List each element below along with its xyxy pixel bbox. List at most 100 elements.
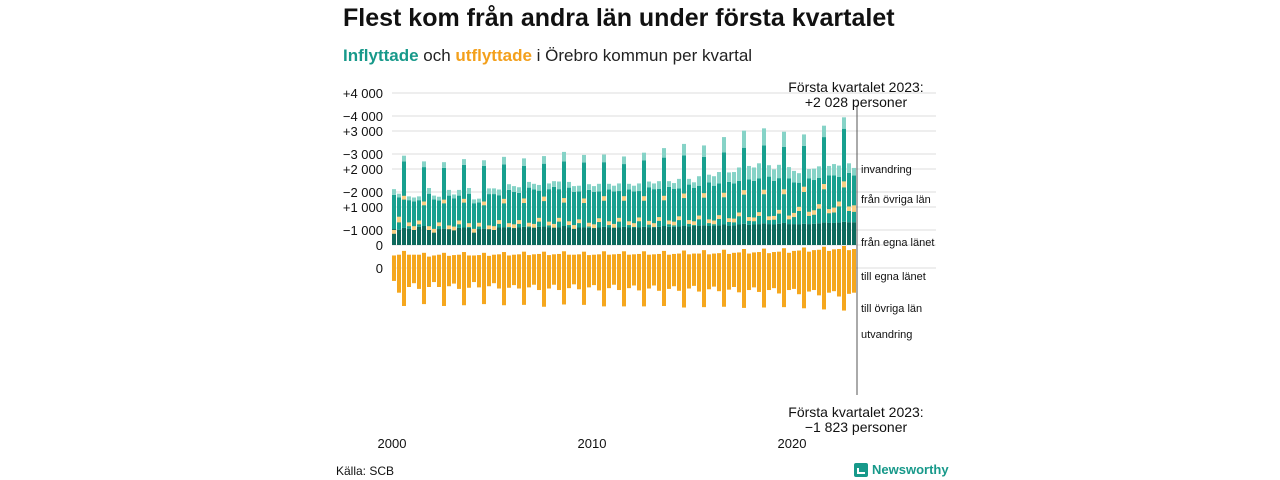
bar-out-other-counties [667, 254, 671, 289]
bar-out-other-counties [607, 254, 611, 289]
bar-in-own-county [782, 222, 786, 245]
bar-in-own-county [507, 227, 511, 245]
bar-in-own-county [827, 222, 831, 245]
bar-emigration [392, 230, 396, 234]
bar-immigration [627, 183, 631, 190]
bar-immigration [497, 189, 501, 196]
bar-out-other-counties [512, 254, 516, 286]
bar-emigration [592, 224, 596, 229]
bar-in-other-counties [767, 176, 771, 225]
bar-in-other-counties [582, 162, 586, 228]
bar-in-other-counties [732, 183, 736, 226]
bar-immigration [527, 181, 531, 188]
bar-out-other-counties [692, 253, 696, 286]
bar-in-own-county [632, 227, 636, 245]
bar-in-own-county [592, 227, 596, 245]
brand-logo: Newsworthy [854, 462, 949, 477]
bar-immigration [797, 173, 801, 183]
bar-out-other-counties [492, 254, 496, 284]
bar-in-own-county [757, 224, 761, 245]
bar-immigration [642, 152, 646, 161]
bar-in-own-county [412, 227, 416, 245]
bar-emigration [402, 195, 406, 200]
bar-in-own-county [492, 228, 496, 245]
series-label-top: invandring [861, 164, 912, 176]
bar-out-other-counties [402, 250, 406, 306]
bar-out-other-counties [652, 254, 656, 286]
bar-in-other-counties [512, 191, 516, 228]
bar-out-other-counties [822, 246, 826, 310]
bar-immigration [587, 184, 591, 190]
bar-in-own-county [792, 224, 796, 245]
annotation-top-line2: +2 028 personer [805, 94, 908, 110]
bar-in-other-counties [837, 176, 841, 223]
bar-out-other-counties [547, 255, 551, 289]
bar-out-other-counties [637, 253, 641, 291]
series-label-top: från övriga län [861, 194, 931, 206]
bar-emigration [807, 211, 811, 216]
bar-emigration [537, 217, 541, 222]
bar-in-own-county [407, 228, 411, 245]
bar-in-own-county [582, 227, 586, 245]
bar-in-own-county [767, 224, 771, 245]
bar-in-other-counties [412, 201, 416, 228]
bar-out-other-counties [602, 251, 606, 307]
bar-out-other-counties [632, 254, 636, 286]
bar-out-other-counties [407, 254, 411, 287]
bar-out-other-counties [717, 253, 721, 292]
bar-immigration [542, 156, 546, 164]
bar-in-own-county [602, 226, 606, 245]
bar-in-own-county [817, 223, 821, 245]
bar-in-other-counties [842, 128, 846, 222]
bar-in-own-county [752, 224, 756, 245]
bar-immigration [447, 189, 451, 196]
bar-in-other-counties [612, 191, 616, 228]
bar-out-other-counties [587, 255, 591, 288]
bar-out-other-counties [647, 254, 651, 289]
bar-in-own-county [687, 226, 691, 245]
bar-emigration [832, 207, 836, 213]
bar-emigration [577, 219, 581, 224]
bar-immigration [647, 181, 651, 188]
bar-in-own-county [542, 226, 546, 245]
bar-emigration [627, 221, 631, 226]
bar-immigration [762, 128, 766, 146]
bar-immigration [567, 181, 571, 188]
bar-immigration [457, 189, 461, 196]
bar-emigration [562, 198, 566, 203]
bar-emigration [657, 217, 661, 221]
bar-emigration [837, 201, 841, 207]
bar-out-other-counties [817, 249, 821, 296]
bar-immigration [702, 145, 706, 157]
bar-immigration [727, 172, 731, 182]
bar-in-other-counties [632, 191, 636, 228]
bar-immigration [617, 183, 621, 192]
bar-emigration [752, 217, 756, 222]
page-title: Flest kom från andra län under första kv… [343, 4, 895, 32]
bar-in-own-county [807, 224, 811, 245]
bar-in-other-counties [517, 192, 521, 228]
bar-out-other-counties [737, 252, 741, 293]
bar-in-own-county [772, 224, 776, 245]
bar-in-other-counties [702, 156, 706, 226]
bar-in-own-county [597, 227, 601, 245]
bar-in-other-counties [417, 200, 421, 227]
y-tick-label: −3 000 [343, 147, 383, 162]
bar-in-own-county [722, 224, 726, 245]
bar-in-other-counties [497, 195, 501, 228]
bar-emigration [652, 223, 656, 227]
bar-out-other-counties [592, 254, 596, 286]
bar-in-other-counties [462, 164, 466, 228]
bar-in-other-counties [537, 190, 541, 227]
bar-in-other-counties [817, 177, 821, 224]
bar-out-other-counties [762, 248, 766, 308]
bar-immigration [512, 186, 516, 192]
bar-immigration [667, 181, 671, 187]
bar-emigration [672, 221, 676, 226]
bar-out-other-counties [687, 254, 691, 289]
bar-in-own-county [487, 228, 491, 245]
bar-in-own-county [727, 225, 731, 245]
bar-out-other-counties [427, 256, 431, 287]
bar-in-other-counties [407, 200, 411, 229]
bar-in-own-county [392, 229, 396, 245]
